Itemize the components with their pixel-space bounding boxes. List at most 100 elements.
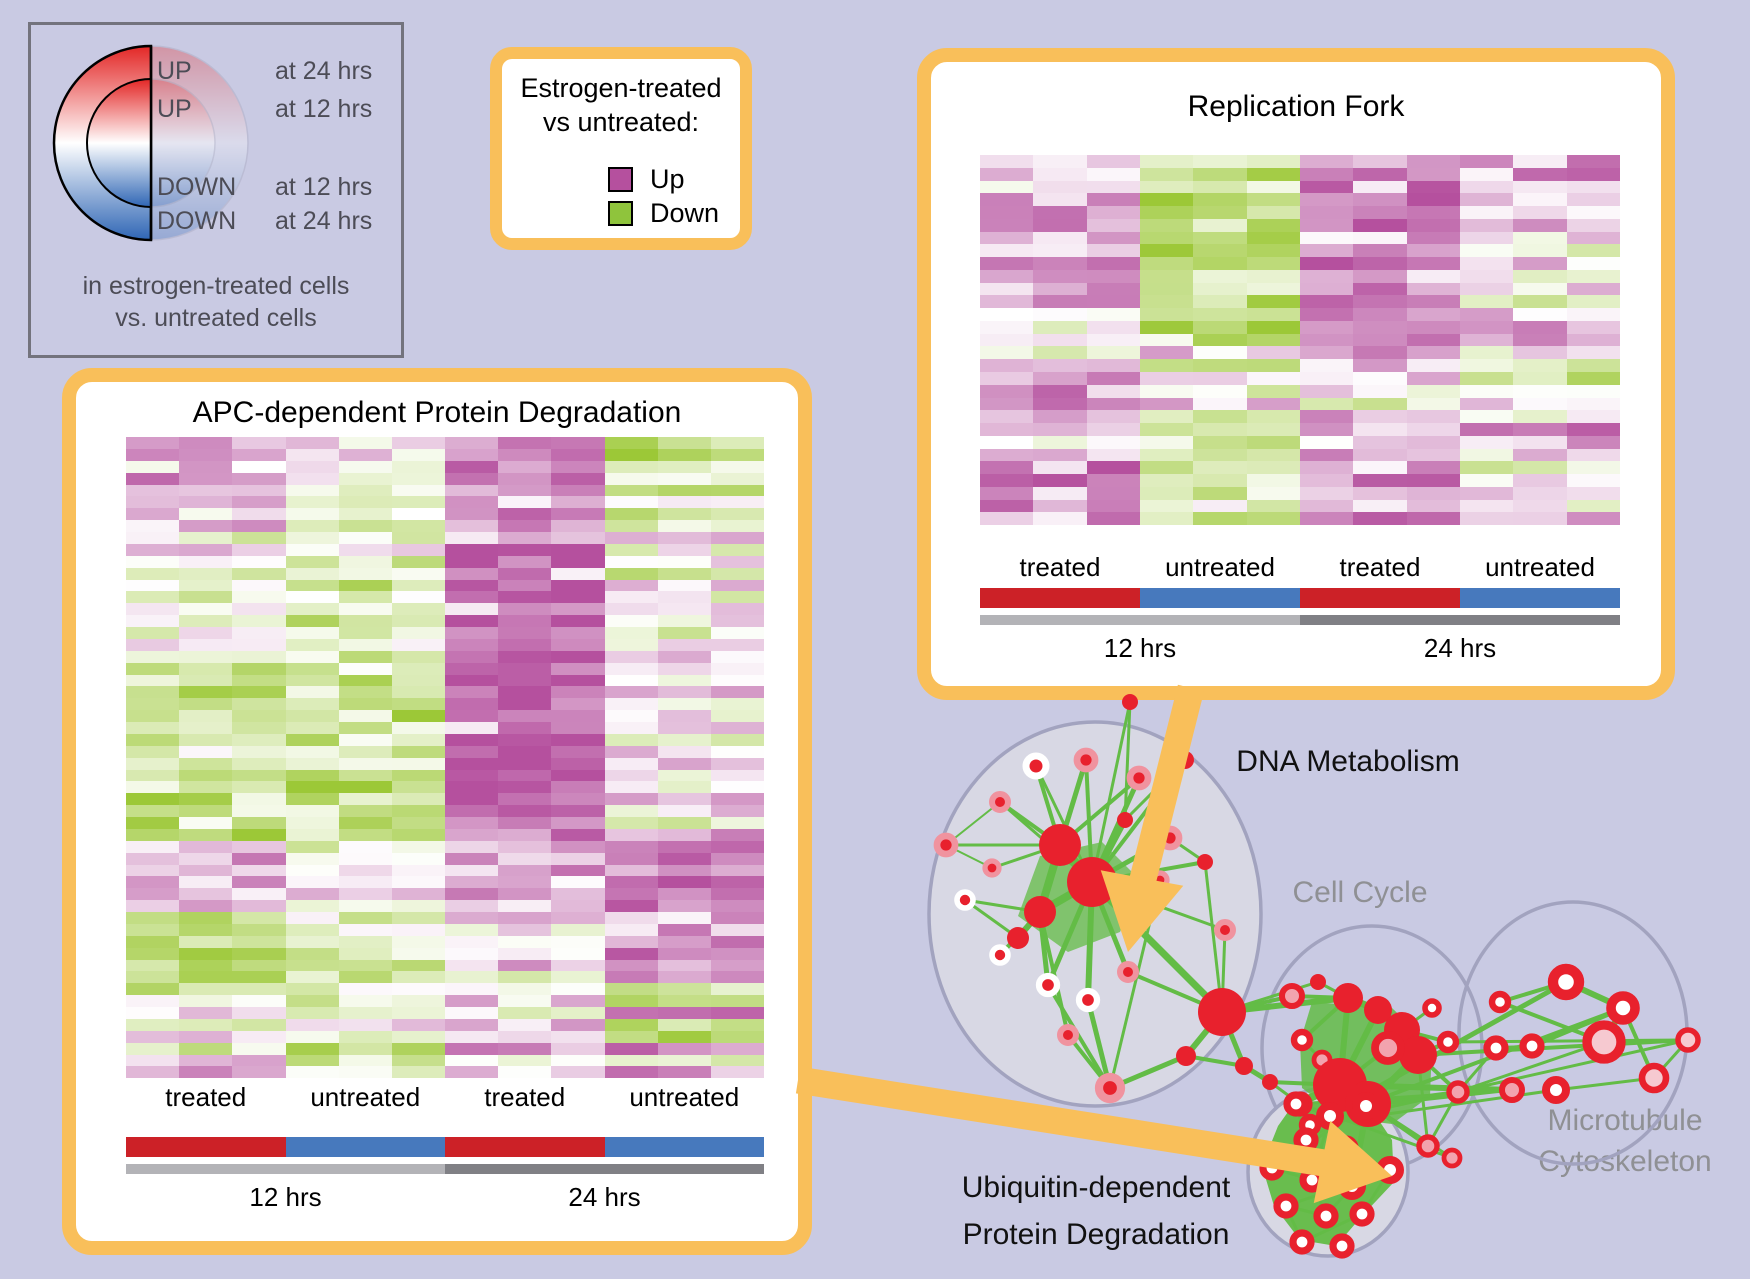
heatmap-cell (604, 603, 658, 616)
heatmap-cell (1406, 486, 1460, 500)
heatmap-cell (338, 817, 392, 829)
heatmap-cell (285, 532, 339, 544)
gene-node-rw (1436, 1030, 1460, 1054)
heatmap-cell (391, 579, 446, 592)
heatmap-cell (657, 722, 711, 734)
heatmap-cell (604, 674, 658, 687)
heatmap-cell (657, 437, 711, 449)
heatmap-row (126, 947, 765, 960)
gene-node-rp (1446, 1080, 1470, 1104)
heatmap-cell (391, 508, 446, 521)
heatmap-cell (551, 935, 605, 948)
heatmap-cell (179, 995, 233, 1007)
heatmap-cell (285, 460, 339, 473)
heatmap-cell (604, 437, 658, 449)
gene-node-rw (1333, 1135, 1359, 1161)
heatmap-cell (338, 900, 392, 912)
heatmap-cell (1246, 218, 1300, 232)
heatmap-cell (126, 615, 180, 627)
heatmap-cell (980, 231, 1034, 245)
heatmap-cell (232, 1018, 286, 1031)
heatmap-cell (657, 1066, 711, 1079)
heatmap-cell (232, 995, 286, 1007)
heatmap-cell (1406, 167, 1460, 181)
heatmap-cell (391, 698, 446, 711)
heatmap-cell (338, 983, 392, 996)
heatmap-cell (498, 817, 552, 829)
heatmap-cell (1353, 346, 1407, 360)
heatmap-row (126, 722, 765, 734)
heatmap-row (980, 269, 1620, 283)
heatmap-row (126, 591, 765, 604)
heatmap-cell (445, 769, 499, 782)
heatmap-cell (1193, 423, 1247, 436)
heatmap-cell (1406, 435, 1460, 449)
heatmap-cell (232, 1030, 286, 1043)
heatmap-cell (1193, 206, 1247, 219)
heatmap-row (126, 520, 765, 532)
heatmap-cell (1033, 486, 1087, 500)
heatmap-cell (285, 935, 339, 948)
heatmap-cell (338, 520, 392, 532)
untreated-bar (1460, 588, 1620, 608)
heatmap-cell (498, 638, 552, 651)
gene-node-s (1007, 927, 1029, 949)
heatmap-cell (980, 308, 1034, 321)
heatmap-cell (338, 971, 392, 984)
heatmap-cell (498, 1007, 552, 1019)
network-edge (1038, 878, 1094, 916)
heatmap-row (126, 662, 765, 675)
heatmap-cell (498, 1042, 552, 1055)
heatmap-cell (391, 983, 446, 996)
heatmap-cell (1566, 333, 1620, 347)
heatmap-cell (391, 852, 446, 865)
heatmap-cell (179, 971, 233, 984)
network-edge (1337, 997, 1351, 1086)
network-edge (945, 844, 993, 869)
heatmap-row (126, 508, 765, 521)
heatmap-cell (126, 888, 180, 901)
heatmap-cell (1033, 333, 1087, 347)
heatmap-cell (445, 817, 499, 829)
heatmap-row (126, 674, 765, 687)
heatmap-cell (1566, 231, 1620, 245)
heatmap-row (980, 320, 1620, 334)
heatmap-cell (338, 781, 392, 794)
heatmap-cell (1246, 333, 1300, 347)
heatmap-cell (657, 543, 711, 556)
heatmap-cell (604, 710, 658, 722)
heatmap-cell (498, 805, 552, 817)
heatmap-cell (338, 888, 392, 901)
heatmap-cell (551, 615, 605, 627)
heatmap-cell (232, 722, 286, 734)
heatmap-cell (604, 757, 658, 770)
gene-node-wr (1075, 987, 1101, 1013)
heatmap-cell (710, 1018, 765, 1031)
gene-node-pr (1073, 747, 1099, 773)
heatmap-cell (1139, 167, 1194, 181)
network-edge (1401, 1006, 1433, 1032)
heatmap-cell (710, 508, 765, 521)
heatmap-cell (126, 555, 180, 568)
heatmap-cell (1406, 231, 1460, 245)
heatmap-cell (1459, 193, 1514, 207)
heatmap-cell (1033, 410, 1087, 424)
heatmap-cell (1033, 435, 1087, 449)
time-bar-24hrs (445, 1164, 764, 1174)
heatmap-cell (1353, 155, 1407, 168)
heatmap-cell (126, 722, 180, 734)
heatmap-cell (1246, 423, 1300, 436)
heatmap-cell (445, 615, 499, 627)
gene-node-s (1345, 1081, 1391, 1127)
network-edge (1090, 701, 1132, 883)
heatmap-cell (445, 900, 499, 912)
heatmap-cell (551, 1030, 605, 1043)
heatmap-cell (232, 840, 286, 853)
network-edge (1310, 1115, 1332, 1181)
heatmap-row (126, 460, 765, 473)
gene-node-rw (1289, 1229, 1315, 1255)
heatmap-cell (1033, 206, 1087, 219)
heatmap-cell (1246, 244, 1300, 258)
heatmap-cell (1406, 244, 1460, 258)
heatmap-cell (551, 888, 605, 901)
